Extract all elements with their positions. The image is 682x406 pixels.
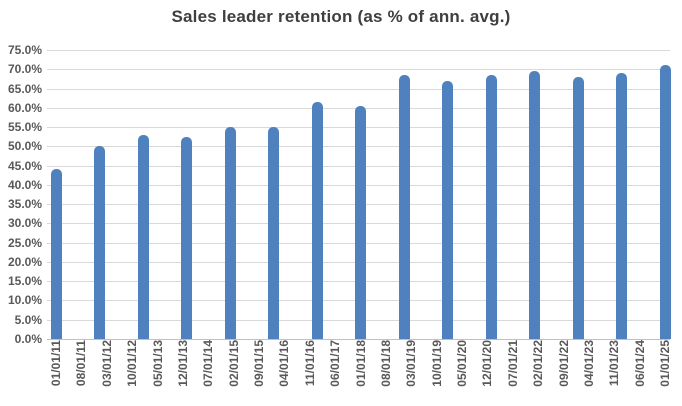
chart-title: Sales leader retention (as % of ann. avg… [171,7,511,26]
bar-01/01/13[interactable] [138,135,149,339]
bar-01/01/18[interactable] [355,106,366,339]
bar-01/01/25[interactable] [660,65,671,339]
y-gridline [47,50,670,51]
x-axis-tick-label: 09/01/22 [557,340,571,387]
y-axis-tick-label: 15.0% [7,274,42,288]
x-axis-tick-label: 05/01/13 [151,340,165,387]
y-axis-tick-label: 75.0% [7,43,42,57]
bar-01/01/16[interactable] [268,127,279,339]
x-axis-tick-label: 02/01/15 [227,340,241,387]
y-axis-tick-label: 0.0% [14,332,42,346]
x-axis-tick-label: 12/01/13 [176,340,190,387]
bar-01/01/21[interactable] [486,75,497,339]
x-axis-tick-label: 03/01/12 [100,340,114,387]
x-axis-tick-label: 03/01/19 [404,340,418,387]
x-axis-tick-label: 09/01/15 [252,340,266,387]
y-axis-tick-label: 70.0% [7,62,42,76]
plot-area [47,50,671,340]
x-axis-tick-label: 04/01/16 [277,340,291,387]
x-axis-tick-label: 06/01/24 [633,340,647,387]
x-axis-tick-label: 12/01/20 [480,340,494,387]
y-axis-tick-label: 40.0% [7,178,42,192]
y-axis-tick-label: 20.0% [7,255,42,269]
x-axis-tick-label: 07/01/21 [506,340,520,387]
x-axis-tick-label: 07/01/14 [201,340,215,387]
y-axis-tick-label: 50.0% [7,139,42,153]
x-axis-tick-label: 04/01/23 [582,340,596,387]
bar-01/01/23[interactable] [573,77,584,339]
bar-01/01/17[interactable] [312,102,323,339]
bar-01/01/24[interactable] [616,73,627,339]
y-axis-tick-label: 30.0% [7,216,42,230]
bar-01/01/14[interactable] [181,137,192,339]
bar-01/01/15[interactable] [225,127,236,339]
y-axis-tick-label: 60.0% [7,101,42,115]
y-axis-tick-label: 45.0% [7,159,42,173]
x-axis-tick-label: 10/01/19 [430,340,444,387]
x-axis-tick-label: 01/01/18 [354,340,368,387]
x-axis-tick-label: 01/01/25 [658,340,672,387]
x-axis-tick-label: 11/01/16 [303,340,317,387]
x-axis-tick-label: 08/01/11 [74,340,88,387]
y-axis-tick-label: 35.0% [7,197,42,211]
y-gridline [47,89,670,90]
bar-01/01/12[interactable] [94,146,105,339]
bar-01/01/22[interactable] [529,71,540,339]
x-axis-tick-label: 08/01/18 [379,340,393,387]
x-axis-tick-label: 05/01/20 [455,340,469,387]
x-axis-tick-label: 10/01/12 [125,340,139,387]
x-axis-tick-label: 01/01/11 [49,340,63,387]
x-axis-tick-label: 02/01/22 [531,340,545,387]
y-axis-tick-label: 55.0% [7,120,42,134]
y-axis-tick-label: 5.0% [14,313,42,327]
y-gridline [47,69,670,70]
x-axis-tick-label: 06/01/17 [328,340,342,387]
y-axis-tick-label: 10.0% [7,293,42,307]
y-axis-tick-label: 25.0% [7,236,42,250]
bar-01/01/19[interactable] [399,75,410,339]
x-axis-tick-label: 11/01/23 [607,340,621,387]
x-axis-line [47,339,670,340]
y-axis-tick-label: 65.0% [7,82,42,96]
bar-01/01/20[interactable] [442,81,453,339]
bar-01/01/11[interactable] [51,169,62,339]
